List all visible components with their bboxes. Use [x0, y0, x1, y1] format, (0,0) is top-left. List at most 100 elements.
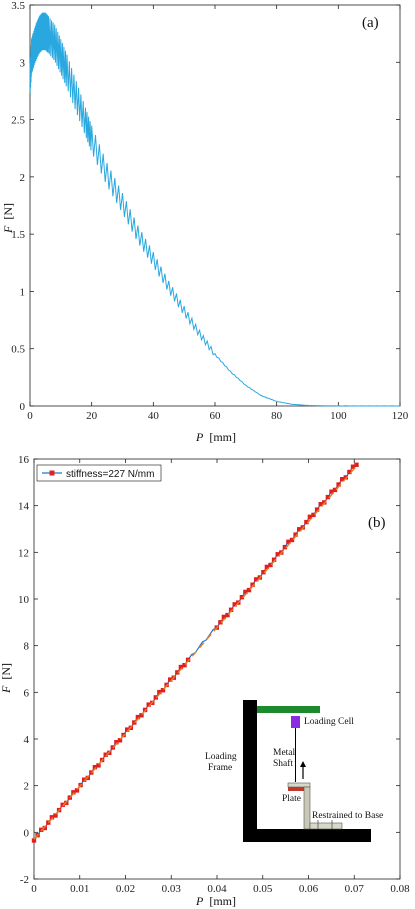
data-marker — [67, 795, 72, 800]
data-marker — [132, 720, 137, 725]
data-marker — [53, 813, 58, 818]
data-marker — [325, 494, 331, 500]
label-loading-frame-line1: Loading — [205, 752, 237, 762]
x-axis-symbol-a: P — [195, 430, 204, 444]
x-axis-unit-b: [mm] — [209, 894, 236, 908]
data-marker — [304, 519, 309, 525]
y-tick-label-b: 6 — [24, 687, 30, 699]
data-marker — [347, 469, 352, 475]
x-tick-label-a: 20 — [86, 410, 98, 422]
data-marker — [117, 738, 123, 743]
y-tick-label-b: 4 — [24, 734, 30, 746]
data-marker — [318, 502, 323, 507]
x-tick-label-b: 0.02 — [116, 883, 135, 895]
y-tick-label-a: 2.5 — [11, 115, 25, 127]
x-tick-label-a: 0 — [27, 410, 33, 422]
y-tick-label-a: 1 — [20, 286, 26, 298]
x-tick-label-a: 120 — [392, 410, 409, 422]
label-metal-line1: Metal — [273, 748, 296, 758]
data-marker — [157, 689, 162, 695]
y-axis-label-b: F [N] — [0, 663, 13, 694]
data-marker — [340, 477, 345, 482]
panel-label-a: (a) — [362, 15, 379, 31]
data-marker — [114, 740, 119, 745]
data-marker — [232, 602, 237, 607]
x-tick-label-a: 100 — [330, 410, 347, 422]
data-marker — [314, 507, 320, 512]
y-axis-symbol-a: F — [1, 225, 15, 234]
inset-schematic: Loading Cell Loading Frame Metal Shaft P… — [205, 700, 383, 842]
data-marker — [332, 487, 338, 493]
y-tick-label-b: 16 — [18, 454, 30, 466]
data-marker — [39, 827, 44, 832]
x-tick-label-b: 0.04 — [207, 883, 227, 895]
x-axis-label-a: P [mm] — [195, 430, 236, 444]
data-marker — [246, 587, 252, 593]
data-marker — [289, 537, 295, 543]
label-restrained: Restrained to Base — [312, 811, 383, 821]
data-marker — [254, 577, 259, 582]
data-marker — [268, 562, 273, 568]
data-marker — [225, 612, 230, 618]
y-tick-label-b: 0 — [24, 827, 30, 839]
x-tick-label-b: 0.06 — [299, 883, 319, 895]
data-marker — [42, 825, 47, 831]
x-tick-label-b: 0.01 — [70, 883, 89, 895]
x-axis-label-b: P [mm] — [195, 894, 236, 908]
data-marker — [239, 595, 245, 600]
y-tick-label-a: 1.5 — [11, 229, 25, 241]
data-marker — [31, 838, 37, 843]
data-marker — [178, 664, 184, 670]
y-tick-label-a: 0 — [20, 401, 26, 413]
series-line-a — [29, 12, 401, 407]
data-marker — [135, 714, 141, 720]
shaft-block — [303, 786, 311, 830]
loading-frame-base — [243, 829, 371, 842]
label-metal-line2: Shaft — [273, 758, 293, 769]
restraint-block — [309, 822, 343, 830]
y-tick-label-a: 2 — [20, 172, 26, 184]
loading-frame-column — [243, 700, 257, 842]
y-axis-unit-a: [N] — [1, 203, 15, 220]
legend-marker-swatch — [49, 470, 55, 476]
y-tick-label-b: 10 — [18, 594, 30, 606]
panel-label-b: (b) — [368, 515, 386, 531]
data-marker — [221, 614, 227, 620]
panel-b: 0 0.01 0.02 0.03 0.04 0.05 0.06 0.07 0.08-202468… — [0, 454, 410, 908]
data-marker — [286, 539, 291, 544]
ticks-b: 0 0.01 0.02 0.03 0.04 0.05 0.06 0.07 0.08-202468… — [18, 454, 410, 895]
data-marker — [92, 765, 98, 770]
data-marker — [168, 677, 173, 682]
data-marker — [311, 512, 316, 518]
label-loading-frame: Loading Frame — [205, 752, 239, 773]
x-axis-symbol-b: P — [195, 894, 204, 908]
legend: stiffness=227 N/mm — [36, 464, 162, 482]
x-tick-label-a: 60 — [210, 410, 222, 422]
data-marker — [329, 489, 334, 494]
x-tick-label-b: 0.05 — [253, 883, 273, 895]
data-marker — [261, 570, 266, 575]
y-tick-label-b: -2 — [20, 874, 29, 886]
crossbar — [257, 706, 320, 713]
label-plate: Plate — [282, 794, 301, 804]
x-tick-label-b: 0.07 — [345, 883, 365, 895]
ticks-a: 0 20 40 60 80 100 120 0 0.5 1 1.5 2 2.5 3 3.5 — [11, 0, 409, 422]
panel-a: 0 20 40 60 80 100 120 0 0.5 1 1.5 2 2.5 3 3.5 (a) P [m… — [1, 0, 409, 444]
data-marker — [243, 589, 248, 595]
fit-line — [33, 465, 358, 840]
data-marker — [350, 464, 356, 469]
x-tick-label-b: 0 — [31, 883, 37, 895]
label-metal-shaft: Metal Shaft — [273, 748, 298, 769]
data-marker — [139, 713, 144, 718]
data-marker — [82, 777, 87, 782]
data-marker — [125, 727, 130, 732]
plate-top — [287, 782, 311, 788]
data-marker — [218, 620, 223, 625]
data-marker — [354, 462, 359, 467]
data-marker — [49, 815, 55, 820]
y-tick-label-a: 0.5 — [11, 344, 25, 356]
data-marker — [103, 752, 108, 757]
label-loading-cell: Loading Cell — [304, 717, 354, 727]
data-marker — [264, 564, 270, 570]
